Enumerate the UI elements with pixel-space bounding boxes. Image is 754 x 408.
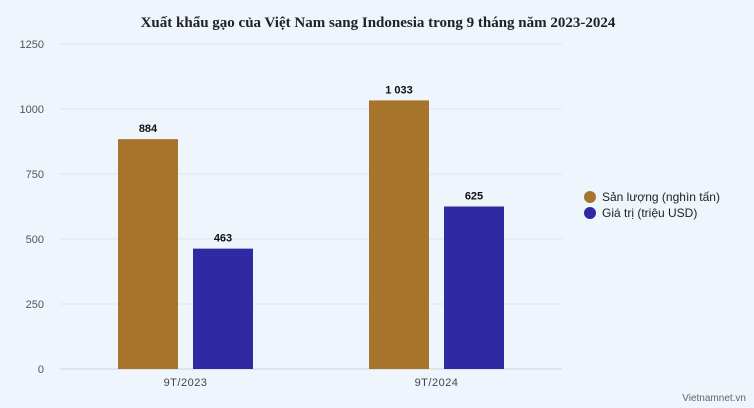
y-axis-ticks: 0 250 500 750 1000 1250	[20, 39, 44, 376]
bar	[118, 139, 178, 369]
bar	[444, 206, 504, 369]
legend-marker	[584, 191, 596, 203]
y-tick-label: 500	[26, 234, 44, 246]
bar	[193, 248, 253, 369]
bars	[118, 100, 504, 370]
data-label: 625	[465, 191, 483, 203]
legend-label: Sản lượng (nghìn tấn)	[602, 190, 720, 204]
x-category-label: 9T/2023	[164, 377, 208, 389]
legend-marker	[584, 207, 596, 219]
y-tick-label: 750	[26, 169, 44, 181]
data-label: 884	[139, 123, 158, 135]
data-label: 1 033	[385, 84, 413, 96]
source-credit: Vietnamnet.vn	[682, 393, 746, 404]
data-label: 463	[214, 233, 232, 245]
chart-title: Xuất khẩu gạo của Việt Nam sang Indonesi…	[141, 15, 616, 31]
y-tick-label: 0	[38, 364, 44, 376]
data-labels: 884 463 1 033 625	[139, 84, 483, 244]
y-tick-label: 1000	[20, 104, 44, 116]
x-category-label: 9T/2024	[415, 377, 459, 389]
y-tick-label: 250	[26, 299, 44, 311]
x-axis-categories: 9T/2023 9T/2024	[164, 377, 459, 389]
legend: Sản lượng (nghìn tấn) Giá trị (triệu USD)	[584, 190, 720, 220]
legend-label: Giá trị (triệu USD)	[602, 206, 697, 220]
bar	[369, 100, 429, 370]
y-tick-label: 1250	[20, 39, 44, 51]
